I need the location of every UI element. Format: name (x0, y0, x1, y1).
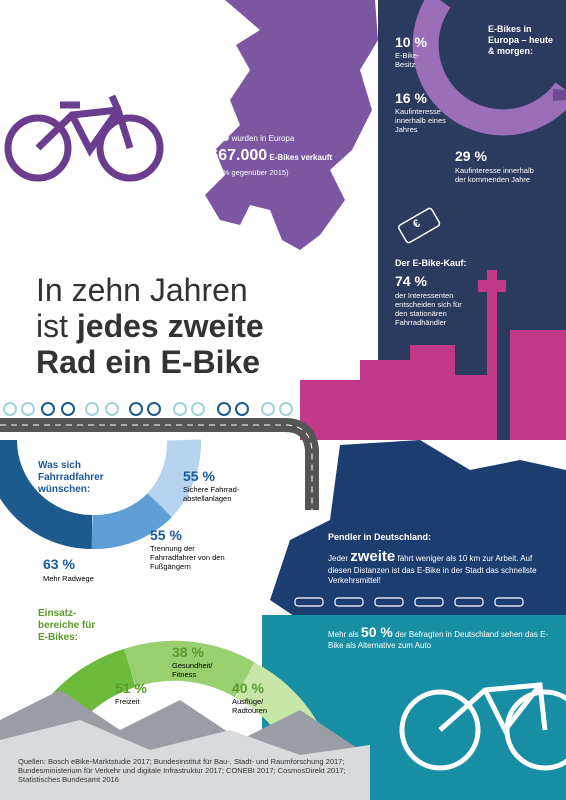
headline-bold: jedes zweite (76, 308, 264, 344)
usage-value: 51 % (115, 680, 147, 696)
change: (plus 22% gegenüber 2015) (196, 168, 289, 177)
headline-line: In zehn Jahren (36, 272, 248, 308)
wish-value: 63 % (43, 556, 75, 572)
usage-title: Einsatz-bereiche für E-Bikes: (38, 608, 96, 643)
sold: 1.667.000 (196, 147, 268, 164)
stat-value: 10 % (395, 34, 427, 50)
europe-sold-line: 1.667.000 E-Bikes verkauft (196, 146, 332, 165)
stat-label: Kaufinteresse innerhalb der kommenden Ja… (455, 166, 534, 184)
more-text: der Befragten in Deutschland sehen das E… (328, 630, 549, 650)
wish-label: Mehr Radwege (43, 574, 94, 583)
wish-value: 55 % (150, 527, 182, 543)
purchase-text: der Interessenten entscheiden sich für d… (395, 291, 462, 327)
year: 2016 (196, 128, 230, 145)
commuters-prefix: Jeder (328, 554, 349, 563)
purchase-title: Der E-Bike-Kauf: (395, 258, 467, 268)
usage-value: 38 % (172, 644, 204, 660)
more-value: 50 % (360, 624, 393, 640)
wish-value: 55 % (183, 468, 215, 484)
sources: Quellen: Bosch eBike-Marktstudie 2017; B… (18, 757, 346, 784)
more-prefix: Mehr als (328, 630, 359, 639)
europe-year-line: 2016 wurden in Europa (196, 128, 294, 146)
stat-label: E-Bike-Besitz (395, 51, 420, 69)
headline: In zehn Jahren ist jedes zweite Rad ein … (36, 272, 264, 380)
stat-value: 16 % (395, 90, 427, 106)
usage-value: 40 % (232, 680, 264, 696)
stats-title: E-Bikes in Europa – heute & morgen: (488, 24, 554, 56)
sold-text: E-Bikes verkauft (269, 153, 333, 162)
wishes-title: Was sich Fahrradfahrer wünschen: (38, 460, 104, 495)
wish-label: Sichere Fahrrad-abstellanlagen (183, 485, 240, 503)
headline-line: Rad ein E-Bike (36, 344, 261, 380)
commuters-more: Mehr als 50 % der Befragten in Deutschla… (328, 624, 553, 650)
headline-prefix: ist (36, 308, 68, 344)
commuters-text: Jeder zweite fährt weniger als 10 km zur… (328, 548, 553, 585)
usage-label: Ausflüge/ Radtouren (232, 697, 268, 715)
headline-line: ist jedes zweite (36, 308, 264, 344)
year-text: wurden in Europa (231, 134, 295, 143)
commuters-bold: zweite (350, 548, 396, 565)
commuters-body: fährt weniger als 10 km zur Arbeit. Auf … (328, 554, 537, 585)
stat-label: Kaufinteresse innerhalb eines Jahres (395, 107, 446, 134)
stat-value: 29 % (455, 148, 487, 164)
purchase-value: 74 % (395, 273, 427, 289)
usage-label: Gesundheit/ Fitness (172, 661, 213, 679)
commuters-title: Pendler in Deutschland: (328, 532, 432, 542)
wish-label: Trennung der Fahrradfahrer von den Fußgä… (150, 544, 225, 571)
usage-label: Freizeit (115, 697, 140, 706)
